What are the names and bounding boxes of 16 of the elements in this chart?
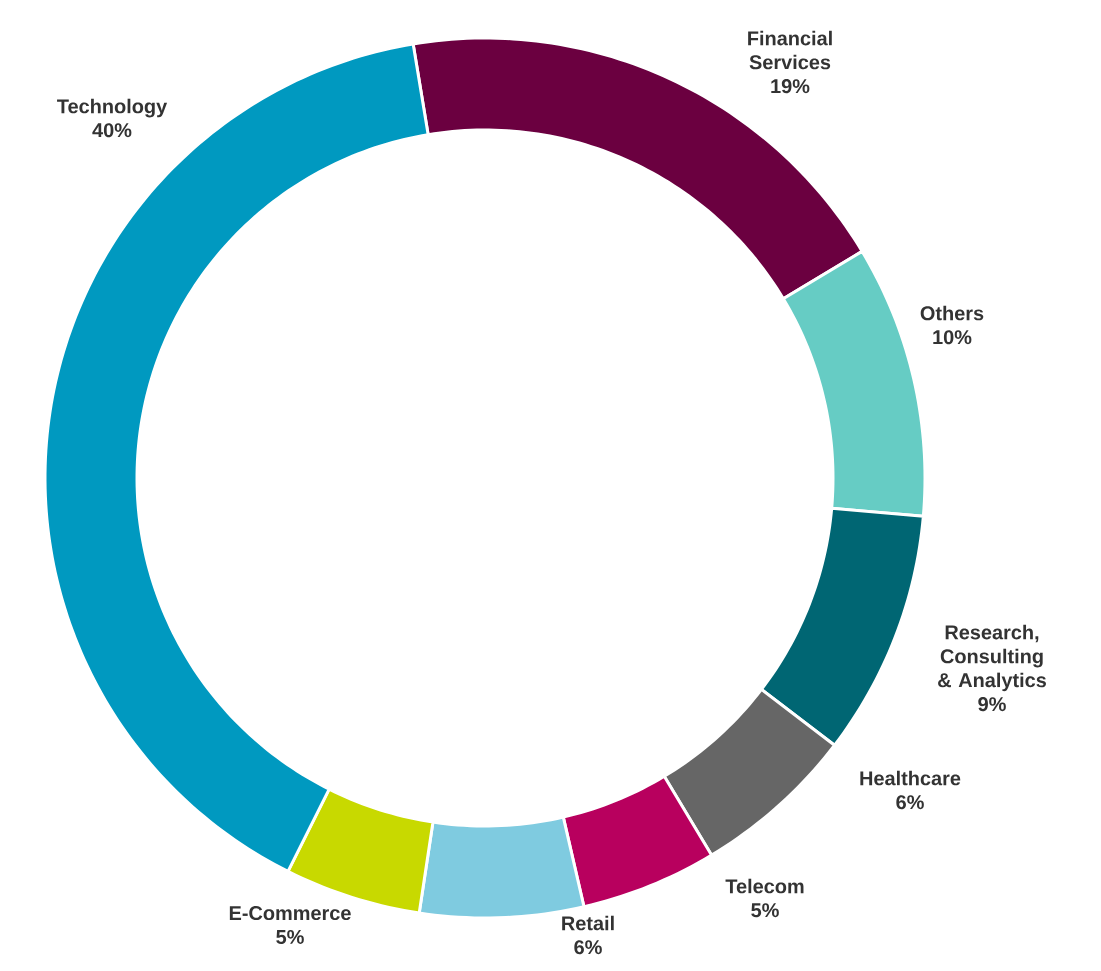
data-label: 5% bbox=[276, 929, 304, 944]
data-label: 9% bbox=[978, 697, 1006, 712]
slice-label: Healthcare bbox=[860, 770, 961, 786]
data-label: 6% bbox=[574, 940, 602, 955]
slice-label: Telecom bbox=[725, 878, 804, 894]
data-label: 19% bbox=[771, 79, 810, 94]
slice-label: E-Commerce bbox=[229, 906, 351, 921]
data-label: 6% bbox=[896, 795, 924, 810]
slice-label: Research, Consulting & Analytics bbox=[938, 624, 1046, 692]
slice-label: Others bbox=[920, 305, 984, 321]
data-label: 40% bbox=[92, 123, 132, 138]
slice-label: Retail bbox=[562, 915, 614, 931]
slice-label: Financial Services bbox=[748, 30, 832, 70]
data-label: 10% bbox=[933, 330, 972, 345]
data-label: 5% bbox=[751, 903, 779, 918]
slice-label: Technology bbox=[57, 98, 168, 118]
